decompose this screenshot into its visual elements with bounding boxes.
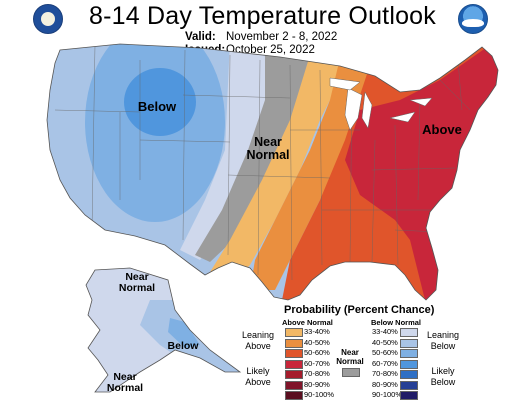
legend-below-swatch <box>400 338 418 348</box>
legend-below-range: 70-80% <box>372 369 398 378</box>
label-above-east: Above <box>422 122 462 137</box>
legend-above-swatch <box>285 391 303 400</box>
issued-date: October 25, 2022 <box>226 44 315 56</box>
legend-below-swatch <box>400 359 418 369</box>
legend-below-swatch <box>400 380 418 390</box>
legend-leaning-below: Leaning Below <box>426 330 460 351</box>
legend-below-swatch <box>400 391 418 400</box>
legend-above-swatch <box>285 359 303 369</box>
legend-title: Probability (Percent Chance) <box>284 304 435 316</box>
label-alaska-near-normal-north: Near Normal <box>118 271 156 294</box>
legend-above-range: 50-60% <box>304 348 330 357</box>
valid-label: Valid: <box>185 31 216 43</box>
legend-above-header: Above Normal <box>282 318 333 327</box>
legend-above-swatch <box>285 370 303 379</box>
legend-above-swatch <box>285 380 303 390</box>
legend-below-range: 90-100% <box>372 390 403 399</box>
legend-below-range: 60-70% <box>372 358 398 368</box>
label-alaska-near-normal-south: Near Normal <box>106 371 144 394</box>
legend-above-range: 80-90% <box>304 379 330 389</box>
legend-below-swatch <box>400 349 418 358</box>
legend-above-range: 33-40% <box>304 327 330 336</box>
valid-dates: November 2 - 8, 2022 <box>226 31 338 43</box>
legend-below-swatch <box>400 328 418 337</box>
legend-leaning-above: Leaning Above <box>241 330 275 351</box>
legend-above-range: 90-100% <box>304 390 335 399</box>
legend-below-range: 40-50% <box>372 337 398 347</box>
label-near-normal-central: Near Normal <box>246 135 290 162</box>
label-below-west: Below <box>137 99 177 114</box>
legend-below-range: 80-90% <box>372 379 398 389</box>
legend-below-range: 50-60% <box>372 348 398 357</box>
legend-above-swatch <box>285 349 303 358</box>
legend-near-normal-swatch <box>342 368 360 377</box>
page-title: 8-14 Day Temperature Outlook <box>89 2 436 30</box>
legend-below-swatch <box>400 370 418 379</box>
legend-near-normal-label: Near Normal <box>336 348 364 366</box>
label-alaska-below: Below <box>167 340 199 352</box>
legend-above-range: 60-70% <box>304 358 330 368</box>
legend-above-swatch <box>285 328 303 337</box>
legend-below-range: 33-40% <box>372 327 398 336</box>
legend-above-swatch <box>285 338 303 348</box>
legend-likely-below: Likely Below <box>430 366 456 387</box>
legend-above-range: 40-50% <box>304 337 330 347</box>
legend-likely-above: Likely Above <box>245 366 271 387</box>
legend-below-header: Below Normal <box>371 318 422 327</box>
legend-above-range: 70-80% <box>304 369 330 378</box>
noaa-logo-icon <box>458 4 488 34</box>
doc-seal-icon <box>33 4 63 34</box>
